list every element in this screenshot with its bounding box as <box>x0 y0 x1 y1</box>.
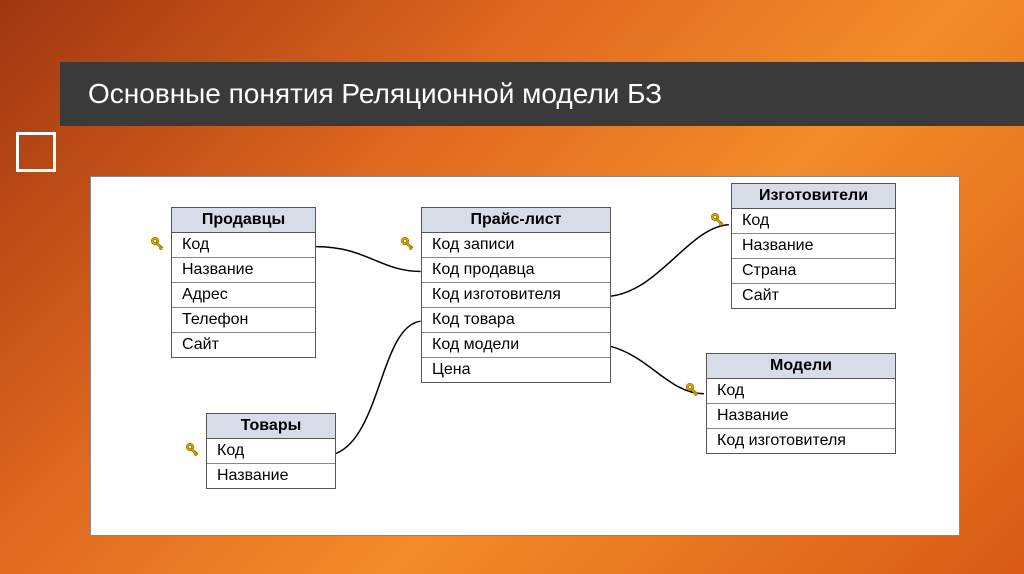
table-field: Название <box>172 258 315 283</box>
table-field: Название <box>732 234 895 259</box>
table-field: Код <box>707 379 895 404</box>
table-field: Телефон <box>172 308 315 333</box>
db-table-sellers: ПродавцыКодНазваниеАдресТелефонСайт <box>171 207 316 358</box>
table-field: Цена <box>422 358 610 382</box>
db-table-manufacturers: ИзготовителиКодНазваниеСтранаСайт <box>731 183 896 309</box>
table-field: Код <box>172 233 315 258</box>
diagram-canvas: ПродавцыКодНазваниеАдресТелефонСайт Прай… <box>91 177 959 535</box>
table-header: Товары <box>207 414 335 439</box>
table-field: Сайт <box>172 333 315 357</box>
table-header: Прайс-лист <box>422 208 610 233</box>
db-table-pricelist: Прайс-листКод записиКод продавцаКод изго… <box>421 207 611 383</box>
table-field: Название <box>207 464 335 488</box>
table-field: Код изготовителя <box>422 283 610 308</box>
slide-title: Основные понятия Реляционной модели БЗ <box>88 78 662 110</box>
relation-line <box>610 225 729 297</box>
db-table-goods: ТоварыКодНазвание <box>206 413 336 489</box>
table-field: Код продавца <box>422 258 610 283</box>
table-header: Изготовители <box>732 184 895 209</box>
relation-line <box>336 321 421 453</box>
table-field: Название <box>707 404 895 429</box>
key-icon <box>399 235 419 255</box>
key-icon <box>684 381 704 401</box>
table-field: Код товара <box>422 308 610 333</box>
table-field: Сайт <box>732 284 895 308</box>
db-table-models: МоделиКодНазваниеКод изготовителя <box>706 353 896 454</box>
table-field: Код <box>207 439 335 464</box>
key-icon <box>184 441 204 461</box>
table-header: Модели <box>707 354 895 379</box>
key-icon <box>149 235 169 255</box>
decorative-square <box>16 132 56 172</box>
key-icon <box>709 211 729 231</box>
table-field: Код изготовителя <box>707 429 895 453</box>
table-field: Код <box>732 209 895 234</box>
table-header: Продавцы <box>172 208 315 233</box>
diagram-panel: ПродавцыКодНазваниеАдресТелефонСайт Прай… <box>90 176 960 536</box>
table-field: Код записи <box>422 233 610 258</box>
title-bar: Основные понятия Реляционной модели БЗ <box>60 62 1024 126</box>
table-field: Страна <box>732 259 895 284</box>
table-field: Адрес <box>172 283 315 308</box>
table-field: Код модели <box>422 333 610 358</box>
